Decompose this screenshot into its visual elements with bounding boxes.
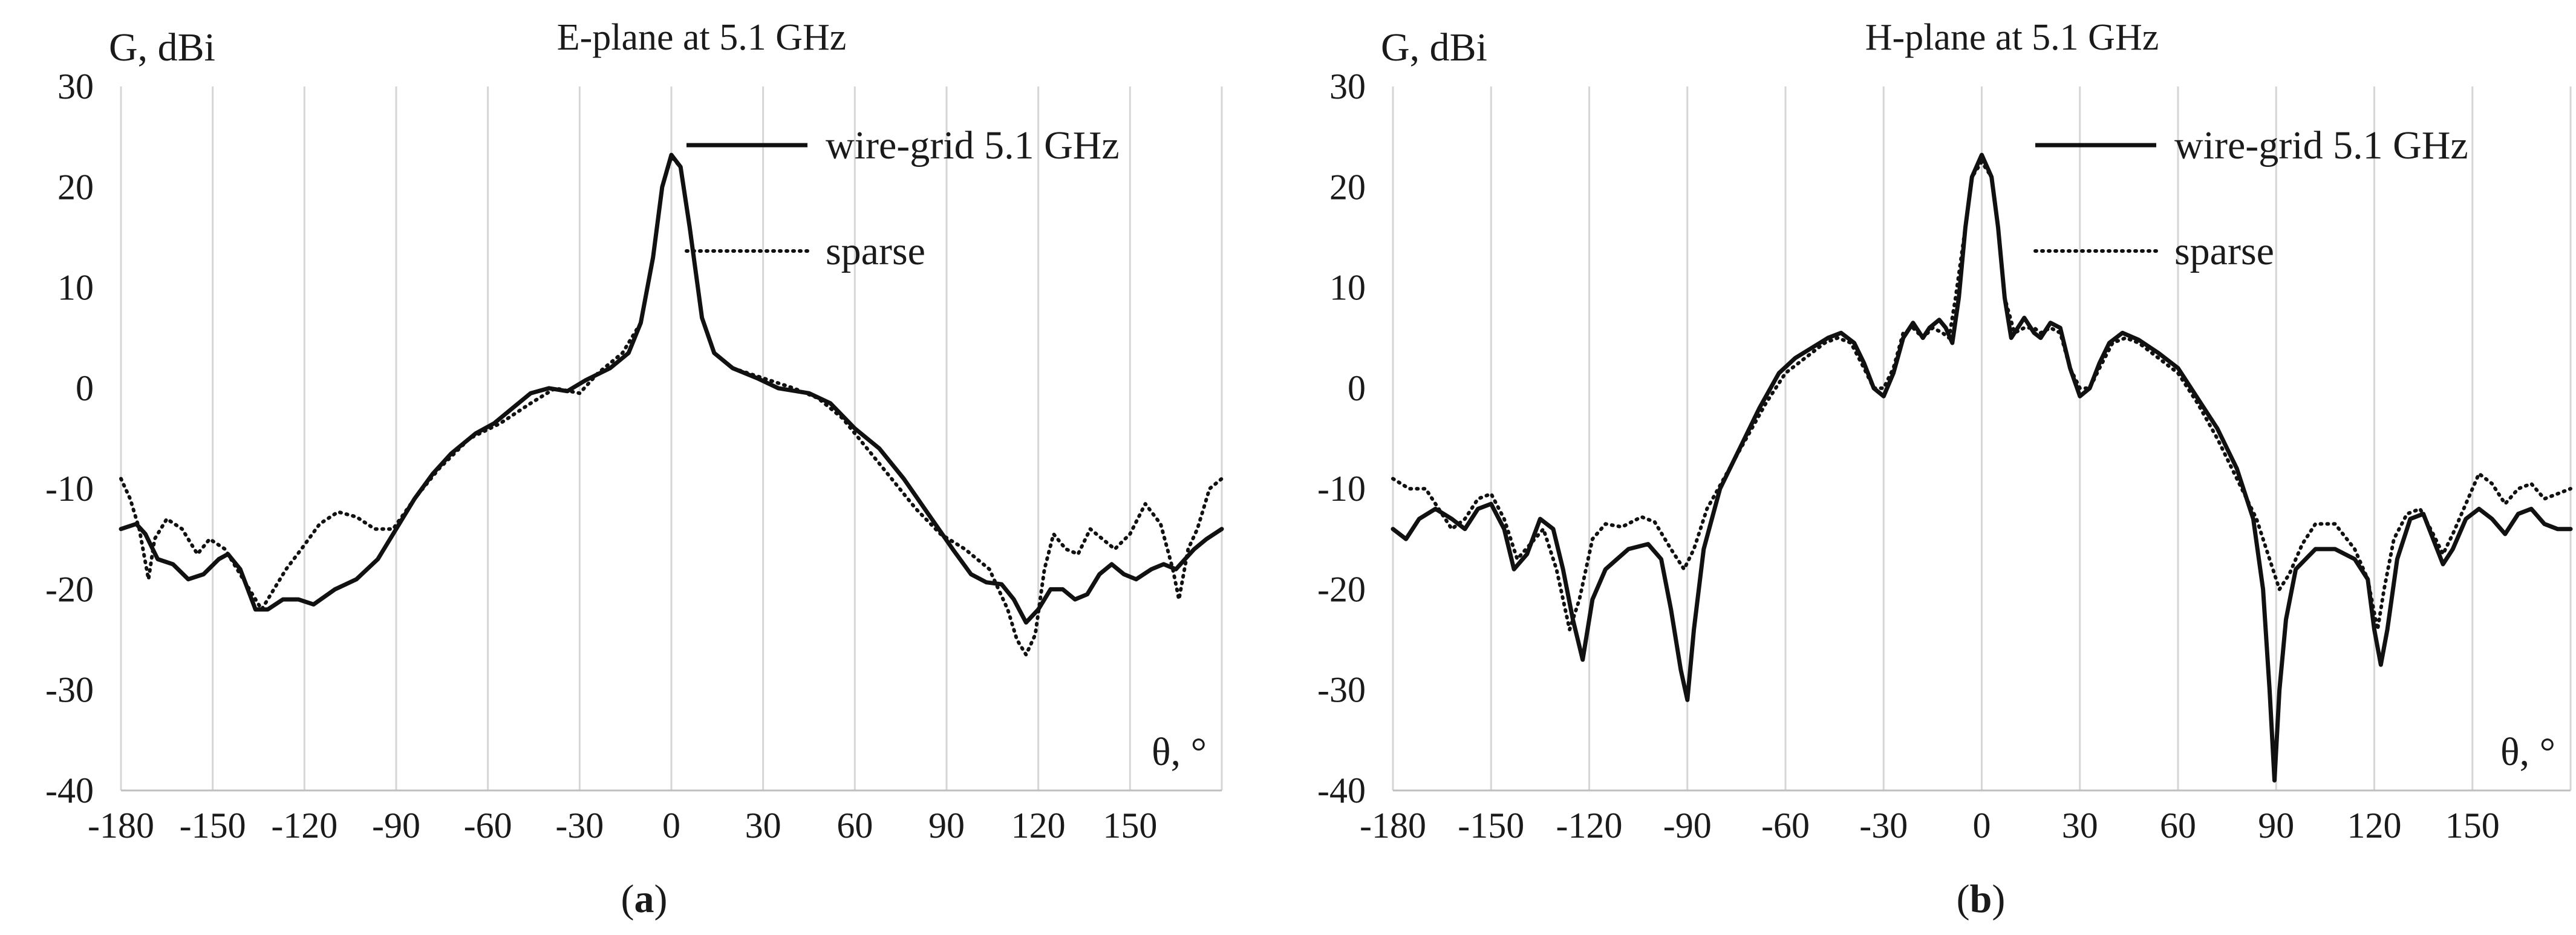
- x-tick-label: 60: [2160, 806, 2196, 845]
- y-tick-label: 30: [57, 67, 94, 106]
- legend: wire-grid 5.1 GHz sparse: [2033, 123, 2468, 273]
- legend-label: wire-grid 5.1 GHz: [826, 123, 1120, 168]
- panel-b: 30 20 10 0 -10 -20 -30 -40-180 -150 -120 -90 -60 -30…: [1317, 17, 2573, 921]
- series-line-wire-grid: [119, 152, 1224, 625]
- y-tick-label: -10: [45, 469, 94, 509]
- x-tick-label: 0: [662, 806, 680, 845]
- y-tick-label: -20: [45, 569, 94, 609]
- x-tick-label: 90: [928, 806, 965, 845]
- y-tick-label: 0: [1348, 368, 1366, 408]
- x-tick-label: -150: [180, 806, 246, 845]
- x-tick-label: 30: [2062, 806, 2098, 845]
- y-tick-label: 10: [1329, 268, 1366, 308]
- x-tick-label: -120: [271, 806, 337, 845]
- legend-label: sparse: [826, 229, 925, 273]
- y-axis-label: G, dBi: [109, 25, 215, 70]
- x-tick-label: -120: [1556, 806, 1623, 845]
- legend-label: wire-grid 5.1 GHz: [2174, 123, 2468, 168]
- x-tick-label: -30: [1859, 806, 1908, 845]
- x-tick-label: -150: [1458, 806, 1524, 845]
- panel-label: (b): [1957, 877, 2006, 921]
- chart-title: H-plane at 5.1 GHz: [1865, 17, 2159, 58]
- x-tick-label: -90: [1663, 806, 1712, 845]
- x-tick-label: 120: [1011, 806, 1066, 845]
- x-tick-label: -60: [1761, 806, 1810, 845]
- y-tick-label: -20: [1317, 569, 1366, 609]
- x-axis-label: θ, °: [1152, 730, 1207, 774]
- x-tick-label: 120: [2347, 806, 2402, 845]
- y-tick-label: 20: [1329, 167, 1366, 207]
- x-tick-label: -180: [88, 806, 154, 845]
- gridlines: [1392, 86, 2572, 790]
- y-tick-label: 0: [76, 368, 94, 408]
- legend: wire-grid 5.1 GHz sparse: [685, 123, 1120, 273]
- y-tick-label: -30: [1317, 670, 1366, 710]
- x-tick-label: 0: [1973, 806, 1991, 845]
- x-tick-label: 60: [836, 806, 873, 845]
- series-line-sparse: [1391, 160, 2572, 631]
- x-tick-label: -30: [555, 806, 604, 845]
- y-tick-label: -10: [1317, 469, 1366, 509]
- x-tick-label: -180: [1360, 806, 1426, 845]
- gridlines: [120, 86, 1223, 790]
- chart-title: E-plane at 5.1 GHz: [557, 17, 847, 58]
- x-axis-label: θ, °: [2500, 730, 2555, 774]
- x-tick-label: 150: [2445, 806, 2500, 845]
- y-tick-label: 30: [1329, 67, 1366, 106]
- y-tick-label: -30: [45, 670, 94, 710]
- series-line-sparse: [119, 155, 1224, 657]
- y-tick-label: -40: [1317, 770, 1366, 810]
- y-axis-label: G, dBi: [1381, 25, 1487, 70]
- y-tick-label: 10: [57, 268, 94, 308]
- panel-a: 30 20 10 0 -10 -20 -30 -40-180 -150 -120 -90 -60 -30…: [45, 17, 1224, 921]
- y-tick-label: -40: [45, 770, 94, 810]
- x-tick-label: -60: [464, 806, 512, 845]
- y-tick-label: 20: [57, 167, 94, 207]
- x-tick-label: 150: [1103, 806, 1157, 845]
- x-tick-label: 30: [745, 806, 781, 845]
- x-tick-label: -90: [372, 806, 420, 845]
- x-tick-label: 90: [2258, 806, 2294, 845]
- panel-label: (a): [621, 877, 668, 921]
- legend-label: sparse: [2174, 229, 2274, 273]
